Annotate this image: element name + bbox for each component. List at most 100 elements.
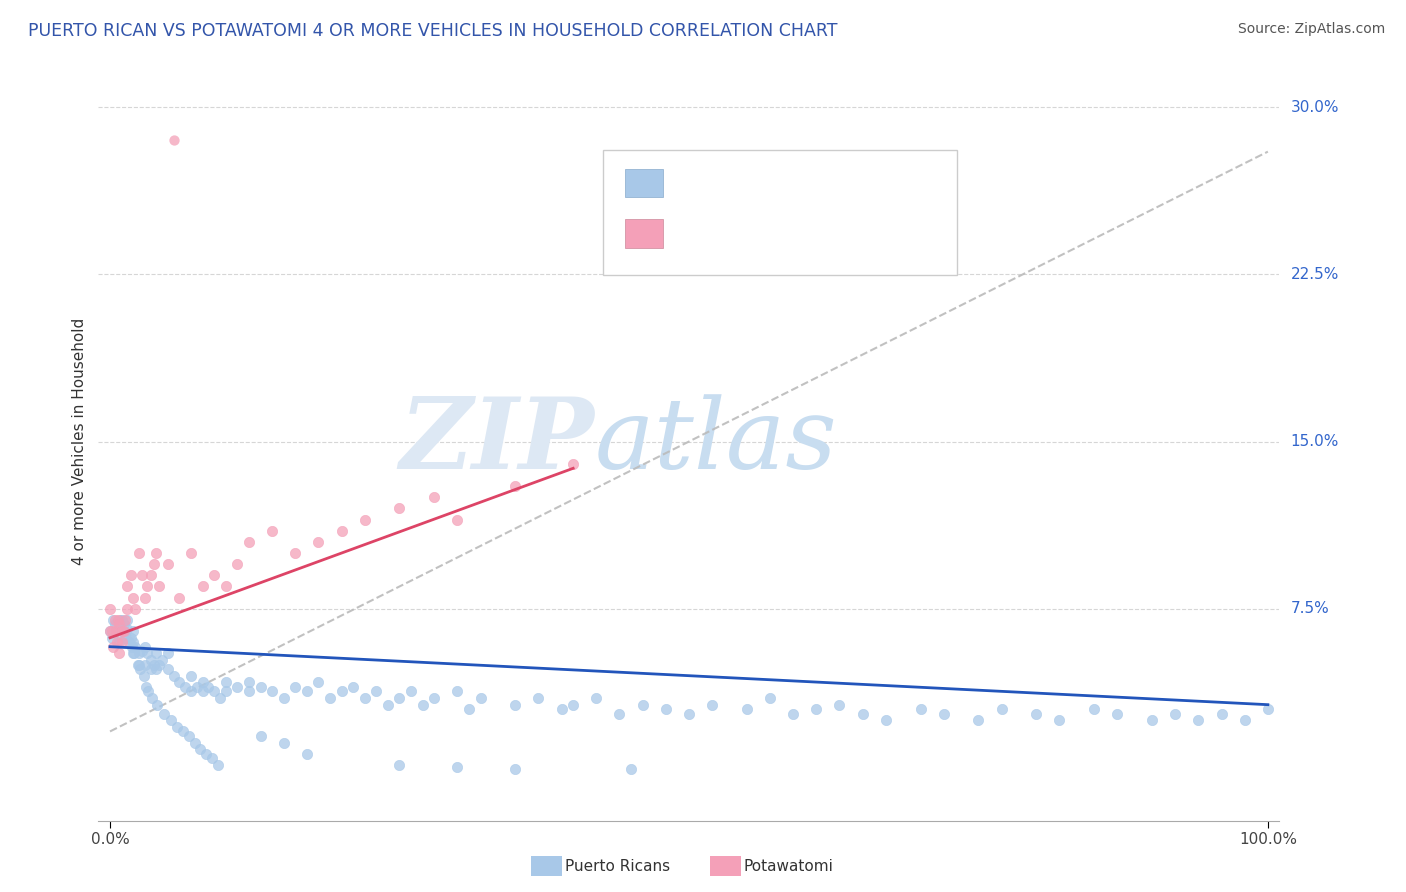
- Point: [114, 613, 136, 627]
- Y-axis label: 4 or more Vehicles in Household: 4 or more Vehicles in Household: [72, 318, 87, 566]
- Point: [110, 613, 132, 627]
- Point: [782, 706, 804, 721]
- Point: [678, 706, 700, 721]
- Point: [366, 684, 388, 698]
- Point: [160, 714, 183, 728]
- Point: [111, 624, 134, 639]
- Point: [128, 646, 150, 660]
- Point: [150, 653, 173, 667]
- Point: [215, 580, 238, 594]
- Point: [110, 624, 132, 639]
- FancyBboxPatch shape: [603, 150, 957, 275]
- Point: [342, 680, 364, 694]
- Point: [806, 702, 828, 716]
- Point: [180, 669, 202, 683]
- Point: [503, 762, 526, 776]
- Point: [262, 524, 284, 538]
- Point: [197, 680, 219, 694]
- Point: [108, 617, 131, 632]
- Point: [319, 690, 342, 705]
- Point: [852, 706, 875, 721]
- Point: [124, 646, 146, 660]
- Point: [120, 568, 142, 582]
- Point: [145, 662, 167, 676]
- Point: [550, 702, 572, 716]
- Point: [1233, 714, 1256, 728]
- Point: [215, 675, 238, 690]
- Point: [117, 622, 139, 636]
- Point: [128, 657, 150, 672]
- Point: [146, 698, 169, 712]
- Point: [135, 680, 157, 694]
- Point: [122, 624, 145, 639]
- Text: 7.5%: 7.5%: [1291, 601, 1329, 616]
- Point: [208, 690, 231, 705]
- Point: [148, 657, 170, 672]
- Point: [180, 546, 202, 560]
- Point: [423, 491, 446, 505]
- Point: [134, 657, 156, 672]
- Text: ZIP: ZIP: [399, 393, 595, 490]
- Point: [631, 698, 654, 712]
- Point: [1164, 706, 1187, 721]
- Point: [238, 684, 260, 698]
- Point: [307, 535, 329, 549]
- Point: [104, 613, 127, 627]
- Text: 45: 45: [852, 225, 882, 243]
- Point: [156, 646, 179, 660]
- Point: [145, 546, 167, 560]
- Point: [620, 762, 643, 776]
- Point: [423, 690, 446, 705]
- Point: [139, 568, 162, 582]
- Point: [143, 657, 166, 672]
- Point: [124, 640, 146, 654]
- Point: [104, 617, 127, 632]
- Point: [183, 735, 205, 749]
- Point: [503, 479, 526, 493]
- Point: [169, 675, 191, 690]
- Point: [136, 646, 159, 660]
- Point: [1083, 702, 1105, 716]
- Point: [131, 568, 153, 582]
- Point: [104, 624, 127, 639]
- Point: [177, 729, 200, 743]
- Text: N =: N =: [793, 225, 853, 243]
- Point: [295, 747, 318, 761]
- Point: [188, 742, 211, 756]
- Point: [1211, 706, 1233, 721]
- Point: [201, 751, 224, 765]
- Point: [388, 690, 411, 705]
- Point: [101, 624, 124, 639]
- Point: [124, 602, 146, 616]
- Point: [112, 617, 135, 632]
- Point: [875, 714, 897, 728]
- Point: [103, 640, 125, 654]
- Point: [129, 662, 152, 676]
- Point: [207, 758, 229, 772]
- Point: [122, 591, 145, 605]
- Point: [284, 546, 307, 560]
- Point: [1049, 714, 1071, 728]
- Point: [120, 631, 142, 645]
- Point: [105, 635, 128, 649]
- Point: [136, 580, 159, 594]
- Point: [1140, 714, 1163, 728]
- Point: [284, 680, 307, 694]
- Point: [1187, 714, 1209, 728]
- Point: [134, 640, 156, 654]
- Point: [166, 720, 188, 734]
- Point: [134, 591, 156, 605]
- Point: [110, 613, 132, 627]
- Point: [112, 624, 135, 639]
- Text: 15.0%: 15.0%: [1291, 434, 1339, 449]
- Point: [932, 706, 955, 721]
- Point: [115, 631, 138, 645]
- Point: [446, 760, 468, 774]
- Point: [759, 690, 782, 705]
- Point: [527, 690, 550, 705]
- Point: [191, 580, 214, 594]
- Point: [172, 724, 194, 739]
- Point: [353, 690, 375, 705]
- Text: -0.270: -0.270: [718, 174, 779, 192]
- Point: [353, 512, 375, 526]
